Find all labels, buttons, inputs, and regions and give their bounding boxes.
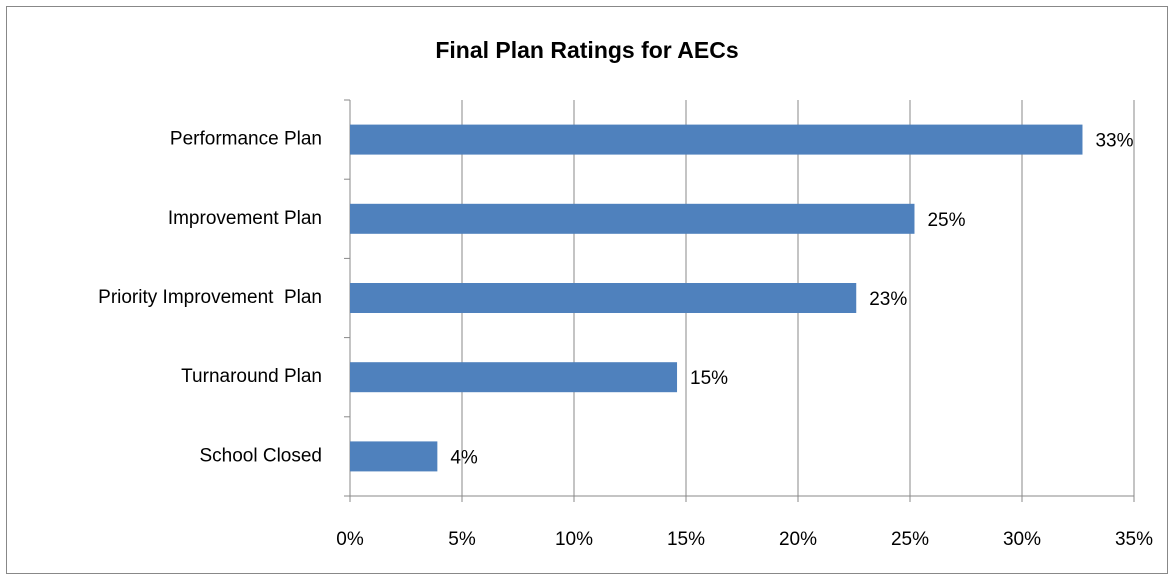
y-tick-label: Improvement Plan [168,208,322,229]
x-tick-label: 30% [1003,529,1041,550]
x-tick-label: 10% [555,529,593,550]
bar [350,203,915,234]
data-label: 33% [1095,131,1133,152]
y-tick-label: School Closed [199,445,322,466]
chart-title: Final Plan Ratings for AECs [435,37,738,63]
data-label: 4% [450,447,478,468]
data-label: 15% [690,368,728,389]
x-tick-label: 5% [448,529,476,550]
x-tick-label: 15% [667,529,705,550]
data-label: 23% [869,289,907,310]
x-tick-label: 35% [1115,529,1153,550]
x-tick-label: 0% [336,529,364,550]
bar [350,283,857,313]
x-tick-label: 20% [779,529,817,550]
y-tick-label: Performance Plan [170,129,322,150]
bar [350,441,438,472]
y-tick-label: Priority Improvement Plan [98,287,322,308]
bar [350,124,1083,155]
y-tick-label: Turnaround Plan [181,366,322,387]
data-label: 25% [927,210,965,231]
bar [350,362,678,393]
x-tick-label: 25% [891,529,929,550]
